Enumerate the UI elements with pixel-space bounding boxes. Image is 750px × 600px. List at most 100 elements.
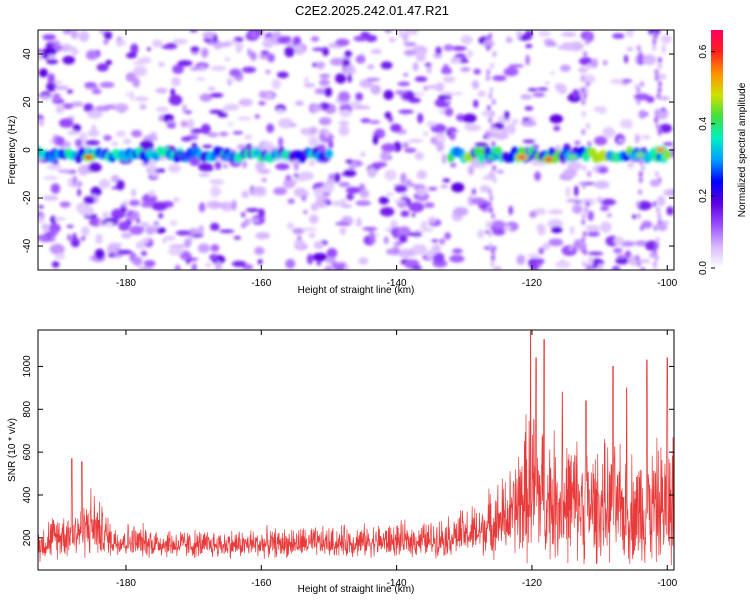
noise-cell bbox=[55, 104, 65, 114]
noise-cell bbox=[59, 118, 74, 128]
streak-cell bbox=[655, 207, 660, 213]
noise-cell bbox=[325, 178, 336, 186]
streak-cell bbox=[640, 165, 645, 171]
noise-cell bbox=[411, 213, 416, 217]
snr-x-tick-label: -160 bbox=[251, 578, 271, 589]
signal-peak bbox=[656, 147, 665, 153]
streak-cell bbox=[488, 189, 493, 195]
noise-cell bbox=[265, 70, 271, 75]
spectrogram-y-label: Frequency (Hz) bbox=[7, 116, 18, 185]
noise-cell bbox=[442, 76, 456, 83]
noise-cell bbox=[226, 78, 235, 83]
noise-cell bbox=[504, 110, 510, 120]
noise-cell bbox=[254, 114, 260, 119]
noise-cell bbox=[380, 61, 393, 70]
noise-cell bbox=[105, 60, 113, 65]
noise-cell bbox=[323, 128, 330, 138]
streak-cell bbox=[652, 201, 657, 207]
noise-cell bbox=[424, 202, 435, 208]
streak-cell bbox=[581, 129, 586, 135]
noise-cell bbox=[271, 78, 281, 90]
noise-cell bbox=[597, 166, 609, 174]
noise-cell bbox=[618, 138, 624, 143]
noise-cell bbox=[198, 162, 213, 172]
spectrogram-y-tick-label: -40 bbox=[22, 238, 33, 253]
streak-cell bbox=[654, 117, 659, 123]
snr-series-line bbox=[38, 330, 674, 566]
streak-cell bbox=[490, 261, 495, 267]
noise-cell bbox=[440, 67, 453, 75]
snr-x-tick-label: -180 bbox=[116, 578, 136, 589]
noise-cell bbox=[40, 94, 51, 100]
noise-cell bbox=[104, 221, 114, 228]
signal-cell bbox=[324, 148, 333, 159]
noise-cell bbox=[477, 90, 486, 97]
spectrogram-x-label: Height of straight line (km) bbox=[298, 285, 415, 296]
noise-cell bbox=[400, 210, 410, 217]
noise-cell bbox=[440, 184, 449, 189]
noise-cell bbox=[411, 266, 423, 270]
noise-cell bbox=[345, 186, 362, 194]
noise-cell bbox=[341, 204, 353, 208]
noise-cell bbox=[155, 227, 166, 234]
noise-cell bbox=[477, 229, 485, 239]
noise-cell bbox=[388, 37, 396, 43]
noise-cell bbox=[170, 88, 176, 96]
noise-cell bbox=[47, 54, 57, 59]
spectrogram-y-tick-label: -20 bbox=[22, 190, 33, 205]
noise-cell bbox=[72, 232, 77, 243]
noise-cell bbox=[151, 39, 163, 48]
noise-cell bbox=[611, 265, 621, 270]
figure-title: C2E2.2025.242.01.47.R21 bbox=[295, 3, 449, 18]
noise-cell bbox=[398, 109, 414, 114]
noise-cell bbox=[641, 134, 651, 140]
noise-cell bbox=[231, 260, 247, 268]
noise-cell bbox=[441, 153, 447, 165]
noise-cell bbox=[84, 139, 100, 146]
noise-cell bbox=[424, 62, 432, 67]
snr-x-label: Height of straight line (km) bbox=[298, 584, 415, 595]
noise-cell bbox=[520, 94, 533, 100]
noise-cell bbox=[277, 118, 294, 129]
signal-peak bbox=[636, 152, 645, 157]
noise-cell bbox=[99, 81, 115, 88]
noise-cell bbox=[278, 136, 284, 148]
noise-cell bbox=[223, 163, 228, 169]
noise-cell bbox=[167, 247, 184, 256]
noise-cell bbox=[365, 34, 378, 42]
streak-cell bbox=[639, 81, 644, 87]
noise-cell bbox=[308, 214, 319, 225]
noise-cell bbox=[306, 253, 314, 265]
noise-cell bbox=[191, 51, 199, 55]
noise-cell bbox=[423, 130, 429, 137]
noise-cell bbox=[312, 47, 328, 52]
noise-cell bbox=[88, 162, 102, 172]
streak-cell bbox=[657, 87, 662, 93]
streak-cell bbox=[582, 93, 587, 99]
noise-cell bbox=[537, 30, 551, 37]
noise-cell bbox=[116, 40, 127, 46]
signal-peak bbox=[517, 155, 526, 160]
noise-cell bbox=[442, 92, 455, 96]
streak-cell bbox=[638, 171, 643, 177]
streak-cell bbox=[654, 69, 659, 75]
noise-cell bbox=[85, 49, 99, 60]
snr-y-tick-label: 200 bbox=[22, 529, 33, 546]
noise-cell bbox=[606, 213, 612, 218]
noise-cell bbox=[650, 179, 661, 187]
noise-cell bbox=[624, 250, 632, 259]
noise-cell bbox=[548, 238, 564, 247]
streak-cell bbox=[656, 93, 661, 99]
signal-peak bbox=[568, 155, 577, 160]
noise-cell bbox=[578, 66, 588, 74]
noise-cell bbox=[172, 38, 188, 45]
noise-cell bbox=[379, 207, 395, 217]
noise-cell bbox=[151, 201, 168, 211]
noise-cell bbox=[553, 125, 561, 131]
snr-y-tick-label: 1000 bbox=[22, 355, 33, 378]
noise-cell bbox=[569, 226, 575, 235]
noise-cell bbox=[85, 86, 100, 90]
noise-cell bbox=[116, 249, 133, 255]
noise-cell bbox=[81, 235, 86, 242]
noise-cell bbox=[492, 227, 506, 236]
